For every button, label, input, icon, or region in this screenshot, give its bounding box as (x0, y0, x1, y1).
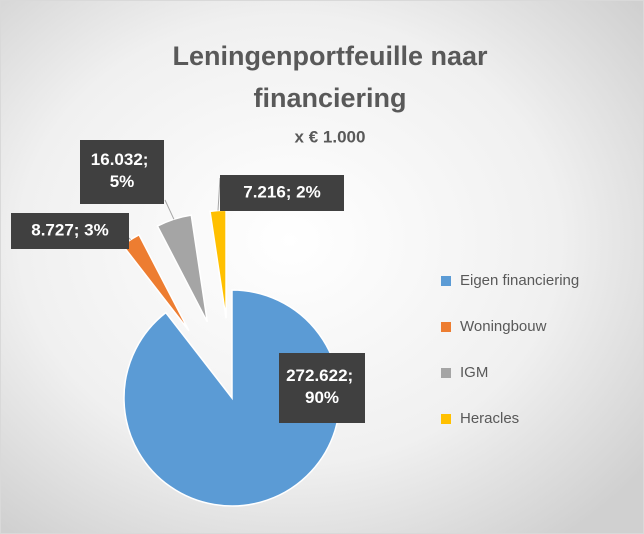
data-label-box (220, 175, 344, 211)
data-label: 8.727; 3% (31, 220, 109, 239)
chart-title: Leningenportfeuille naar (172, 41, 488, 71)
legend-swatch (441, 276, 451, 286)
data-label: 272.622; 90% (286, 366, 358, 407)
leader-line (128, 237, 131, 241)
chart-subtitle: x € 1.000 (295, 127, 366, 146)
legend-label: Woningbouw (460, 318, 547, 335)
legend-label: IGM (460, 364, 488, 381)
legend-swatch (441, 414, 451, 424)
legend-swatch (441, 368, 451, 378)
pie-slice (156, 214, 209, 323)
data-label-box (80, 140, 164, 204)
leader-line (164, 199, 175, 220)
legend-swatch (441, 322, 451, 332)
legend-label: Eigen financiering (460, 272, 579, 289)
chart-title: financiering (253, 83, 406, 113)
data-label: 16.032; 5% (91, 150, 153, 191)
data-label-box (279, 353, 365, 423)
leader-line (217, 177, 221, 211)
data-label: 7.216; 2% (243, 182, 321, 201)
data-label-box (11, 213, 129, 249)
legend-label: Heracles (460, 410, 519, 427)
pie-slice (123, 289, 341, 507)
